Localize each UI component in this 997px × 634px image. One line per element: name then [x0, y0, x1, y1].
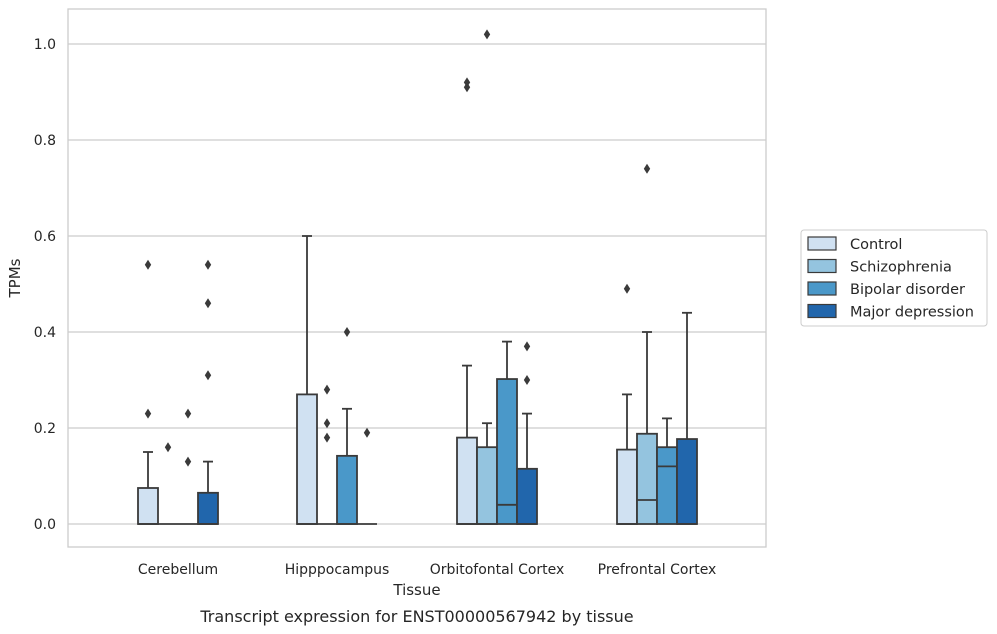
box-control — [456, 77, 478, 525]
outlier-point — [323, 418, 331, 429]
box-body — [336, 454, 358, 525]
box-schizophrenia — [476, 29, 498, 525]
box-major-depression — [357, 427, 377, 525]
box-major-depression — [676, 311, 698, 525]
box-schizophrenia — [317, 384, 337, 525]
box-major-depression — [197, 259, 219, 525]
box-body — [676, 438, 698, 525]
x-tick-labels: Cerebellum Hipppocampus Orbitofontal Corte… — [138, 562, 716, 578]
y-tick-label: 1.0 — [34, 37, 56, 53]
outlier-point — [164, 442, 172, 453]
box-schizophrenia — [636, 163, 658, 525]
outlier-point — [184, 408, 192, 419]
box-body — [476, 446, 498, 525]
boxes-layer — [137, 29, 698, 525]
chart-caption: Transcript expression for ENST0000056794… — [199, 607, 633, 626]
y-tick-label: 0.8 — [34, 133, 56, 149]
outlier-point — [204, 298, 212, 309]
y-tick-label: 0.0 — [34, 517, 56, 533]
x-tick-label: Hipppocampus — [285, 562, 390, 578]
legend: Control Schizophrenia Bipolar disorder Majo… — [800, 229, 988, 327]
y-tick-labels: 0.0 0.2 0.4 0.6 0.8 1.0 — [34, 37, 56, 533]
box-body — [197, 491, 219, 525]
box-bipolar-disorder — [336, 327, 358, 525]
box-bipolar-disorder — [496, 340, 518, 525]
legend-frame — [800, 229, 988, 327]
x-axis-title: Tissue — [392, 581, 440, 599]
outlier-point — [523, 375, 531, 385]
legend-label: Bipolar disorder — [850, 282, 965, 298]
box-body — [636, 432, 658, 525]
box-control — [296, 235, 318, 525]
y-tick-label: 0.6 — [34, 229, 56, 245]
x-tick-label: Prefrontal Cortex — [598, 562, 717, 578]
legend-label: Schizophrenia — [850, 260, 952, 276]
outlier-point — [144, 259, 152, 270]
y-axis-title: TPMs — [6, 258, 24, 298]
legend-label: Control — [850, 237, 902, 253]
box-body — [296, 393, 318, 525]
outlier-point — [623, 283, 631, 294]
outlier-point — [204, 259, 212, 270]
outlier-point — [643, 163, 651, 174]
outlier-point — [363, 427, 371, 438]
legend-swatch — [807, 303, 837, 319]
outlier-point — [343, 327, 351, 337]
legend-swatch — [807, 236, 837, 251]
outlier-point — [323, 384, 331, 395]
outlier-point — [184, 456, 192, 467]
box-body — [656, 446, 678, 525]
box-bipolar-disorder — [656, 417, 678, 525]
legend-label: Major depression — [850, 305, 974, 321]
box-body — [496, 378, 518, 525]
box-major-depression — [516, 341, 538, 525]
box-body — [616, 448, 638, 525]
outlier-point — [323, 432, 331, 443]
box-body — [137, 487, 159, 525]
outlier-point — [463, 77, 471, 88]
outlier-point — [523, 341, 531, 352]
box-bipolar-disorder — [178, 408, 198, 525]
x-tick-label: Orbitofontal Cortex — [430, 562, 565, 578]
y-tick-label: 0.2 — [34, 421, 56, 437]
y-tick-label: 0.4 — [34, 325, 56, 341]
box-control — [137, 259, 159, 525]
box-control — [616, 283, 638, 525]
box-body — [456, 436, 478, 525]
plot-frame — [67, 8, 767, 548]
legend-swatch — [807, 281, 837, 296]
legend-swatch — [807, 258, 837, 274]
x-tick-label: Cerebellum — [138, 562, 218, 578]
box-schizophrenia — [158, 442, 178, 525]
outlier-point — [144, 408, 152, 419]
outlier-point — [483, 29, 491, 40]
outlier-point — [204, 370, 212, 381]
box-body — [516, 467, 538, 525]
